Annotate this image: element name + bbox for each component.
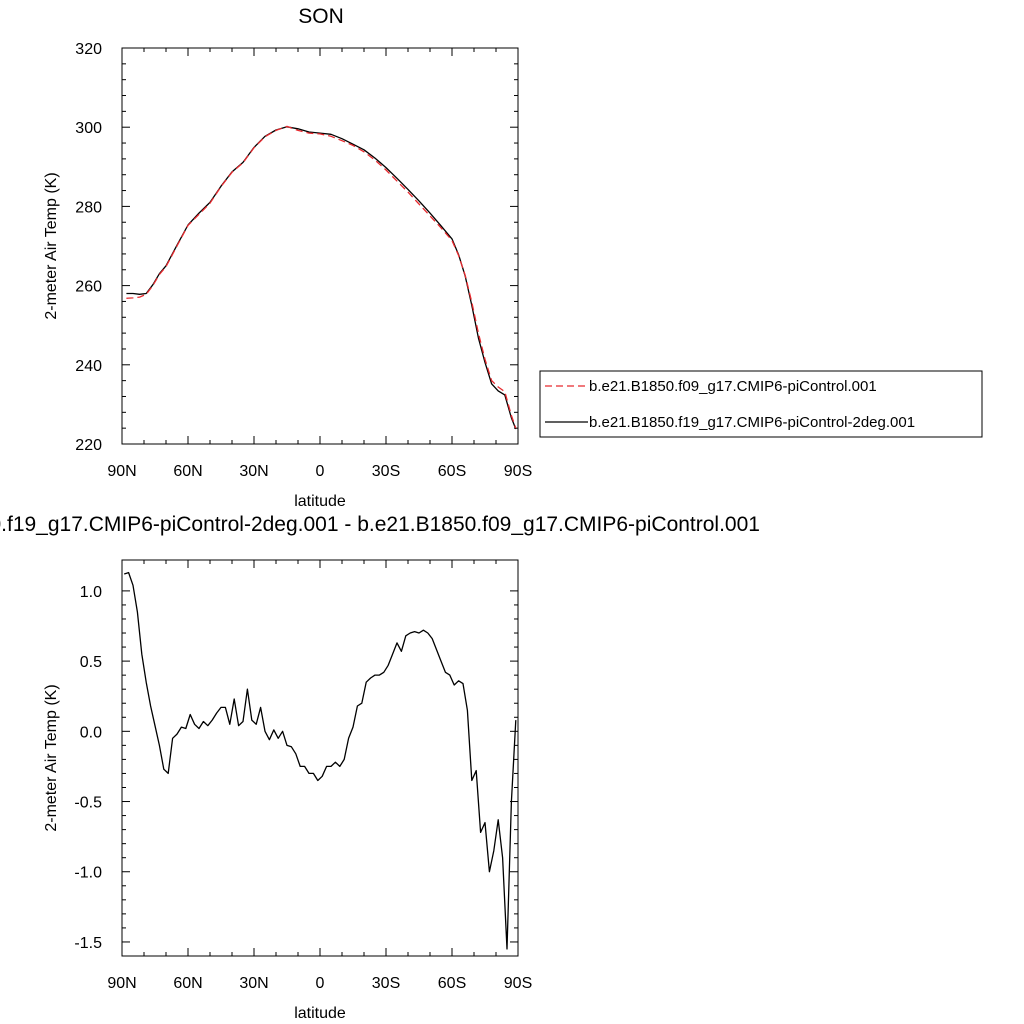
bottom-xtick-label-3: 0 — [316, 975, 325, 992]
top-plot-frame — [121, 47, 519, 445]
bottom-xtick-label-0: 90N — [107, 975, 136, 992]
top-xtick-label-5: 60S — [438, 463, 466, 480]
legend: b.e21.B1850.f09_g17.CMIP6-piControl.001 … — [539, 370, 983, 438]
top-panel: SON 220 240 260 280 300 320 90N 60N 30N 0 30S 60S 90… — [43, 5, 532, 510]
bottom-xtick-label-4: 30S — [372, 975, 400, 992]
bottom-panel: b.e21.B1850.f19_g17.CMIP6-piControl-2deg… — [0, 513, 760, 1022]
bottom-x-axis-title: latitude — [294, 1005, 346, 1022]
top-x-axis-title: latitude — [294, 493, 346, 510]
legend-label-series-1: b.e21.B1850.f19_g17.CMIP6-piControl-2deg… — [589, 414, 915, 431]
top-xtick-label-4: 30S — [372, 463, 400, 480]
bottom-ytick-label-2: 0.0 — [80, 724, 102, 741]
bottom-xtick-label-1: 60N — [173, 975, 202, 992]
top-chart-title: SON — [298, 5, 344, 28]
bottom-ytick-label-3: -0.5 — [74, 795, 102, 812]
bottom-chart-title: b.e21.B1850.f19_g17.CMIP6-piControl-2deg… — [0, 513, 760, 536]
bottom-ytick-label-5: -1.5 — [74, 935, 102, 952]
top-ytick-label-2: 260 — [75, 279, 102, 296]
top-y-axis-title: 2-meter Air Temp (K) — [43, 172, 60, 319]
bottom-xtick-label-6: 90S — [504, 975, 532, 992]
bottom-y-axis-title: 2-meter Air Temp (K) — [43, 684, 60, 831]
top-xtick-label-0: 90N — [107, 463, 136, 480]
top-xtick-label-6: 90S — [504, 463, 532, 480]
top-xtick-label-1: 60N — [173, 463, 202, 480]
top-xtick-label-3: 0 — [316, 463, 325, 480]
bottom-xtick-label-2: 30N — [239, 975, 268, 992]
top-ytick-label-3: 280 — [75, 199, 102, 216]
bottom-ytick-label-4: -1.0 — [74, 865, 102, 882]
top-axis-ticks: 220 240 260 280 300 320 90N 60N 30N 0 30S 60S 90S — [75, 41, 532, 480]
top-series-group — [126, 125, 517, 430]
top-xtick-label-2: 30N — [239, 463, 268, 480]
bottom-xtick-label-5: 60S — [438, 975, 466, 992]
legend-box — [539, 370, 983, 438]
bottom-plot-frame — [121, 559, 519, 957]
bottom-ytick-label-1: 0.5 — [80, 654, 102, 671]
top-series-line-1 — [126, 126, 517, 430]
bottom-series-line-0 — [124, 571, 517, 950]
bottom-series-group — [124, 571, 517, 950]
top-ytick-label-1: 240 — [75, 358, 102, 375]
top-ytick-label-4: 300 — [75, 120, 102, 137]
top-ytick-label-0: 220 — [75, 437, 102, 454]
top-series-line-0 — [126, 125, 517, 429]
top-ytick-label-5: 320 — [75, 41, 102, 58]
bottom-ytick-label-0: 1.0 — [80, 584, 102, 601]
legend-label-series-0: b.e21.B1850.f09_g17.CMIP6-piControl.001 — [589, 378, 877, 395]
bottom-axis-ticks: 1.0 0.5 0.0 -0.5 -1.0 -1.5 90N 60N 30N 0 30S 60S 90S — [74, 560, 532, 992]
